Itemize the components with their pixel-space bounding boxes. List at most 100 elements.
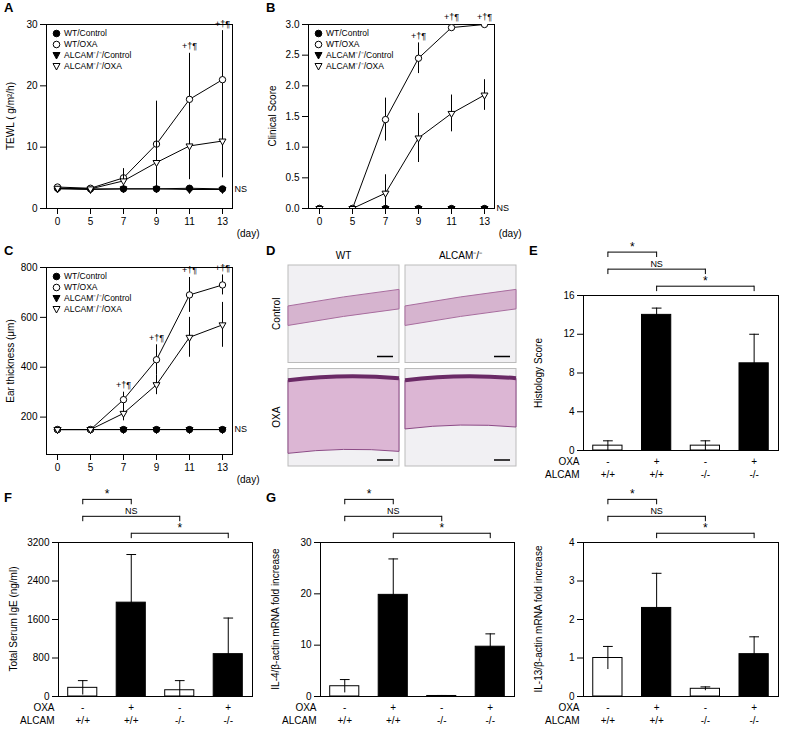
svg-text:0: 0 [306,691,312,702]
svg-text:9: 9 [416,216,422,227]
svg-text:-/-: -/- [701,469,710,480]
svg-text:(day): (day) [499,228,522,239]
svg-text:-: - [704,456,707,467]
svg-text:+†¶: +†¶ [215,19,230,29]
svg-text:OXA: OXA [33,702,54,713]
svg-text:0: 0 [55,462,61,473]
svg-text:7: 7 [121,216,127,227]
svg-text:+†¶: +†¶ [149,333,164,343]
svg-text:2: 2 [569,614,575,625]
svg-text:1600: 1600 [27,614,50,625]
svg-text:(day): (day) [237,228,260,239]
svg-text:13: 13 [479,216,491,227]
svg-text:+†¶: +†¶ [116,380,131,390]
svg-text:+†¶: +†¶ [477,12,492,22]
svg-text:2.0: 2.0 [286,80,300,91]
svg-text:+: + [751,702,757,713]
svg-text:0: 0 [569,691,575,702]
svg-text:ALCAM: ALCAM [282,715,316,726]
svg-text:20: 20 [300,588,312,599]
svg-text:10: 10 [26,141,38,152]
svg-text:-: - [81,702,84,713]
svg-text:5: 5 [88,462,94,473]
svg-text:5: 5 [350,216,356,227]
svg-text:+†¶: +†¶ [215,263,230,273]
svg-text:+: + [128,702,134,713]
svg-text:30: 30 [26,19,38,30]
svg-text:12: 12 [563,328,575,339]
svg-text:-: - [343,702,346,713]
svg-text:+: + [654,456,660,467]
svg-text:-: - [178,702,181,713]
svg-text:(day): (day) [237,474,260,485]
svg-text:+/+: +/+ [76,715,91,726]
svg-text:1.0: 1.0 [286,141,300,152]
svg-text:7: 7 [121,462,127,473]
svg-text:-/-: -/- [175,715,184,726]
svg-text:13: 13 [217,216,229,227]
svg-text:+: + [225,702,231,713]
svg-text:WT: WT [336,250,352,261]
svg-text:3.0: 3.0 [286,19,300,30]
svg-text:800: 800 [33,652,50,663]
svg-text:*: * [703,521,708,535]
svg-text:0: 0 [44,691,50,702]
svg-text:3: 3 [569,575,575,586]
svg-text:-/-: -/- [701,715,710,726]
svg-text:0.5: 0.5 [286,172,300,183]
svg-text:+/+: +/+ [124,715,139,726]
svg-text:0.0: 0.0 [286,203,300,214]
svg-text:ALCAM⁻/⁻: ALCAM⁻/⁻ [439,250,483,261]
svg-text:30: 30 [300,537,312,548]
svg-text:1: 1 [569,652,575,663]
svg-text:2.5: 2.5 [286,49,300,60]
svg-text:+/+: +/+ [649,715,664,726]
svg-text:9: 9 [154,216,160,227]
svg-text:13: 13 [217,462,229,473]
svg-text:-: - [606,702,609,713]
svg-text:-/-: -/- [224,715,233,726]
svg-text:1.5: 1.5 [286,111,300,122]
svg-text:OXA: OXA [295,702,316,713]
svg-text:8: 8 [569,367,575,378]
svg-text:OXA: OXA [271,406,282,427]
svg-text:NS: NS [387,506,400,516]
svg-text:*: * [367,487,372,501]
svg-text:800: 800 [21,262,38,273]
svg-text:200: 200 [21,411,38,422]
svg-text:NS: NS [650,259,663,269]
svg-text:10: 10 [300,639,312,650]
svg-text:-: - [440,702,443,713]
svg-text:20: 20 [26,80,38,91]
svg-text:+: + [751,456,757,467]
svg-text:+: + [654,702,660,713]
svg-text:-: - [704,702,707,713]
svg-text:600: 600 [21,312,38,323]
svg-text:-/-: -/- [749,469,758,480]
svg-text:+/+: +/+ [338,715,353,726]
svg-text:+: + [487,702,493,713]
svg-text:+/+: +/+ [649,469,664,480]
svg-text:ALCAM: ALCAM [545,469,579,480]
svg-text:+†¶: +†¶ [411,31,426,41]
svg-text:NS: NS [650,506,663,516]
svg-text:NS: NS [235,424,248,434]
svg-text:400: 400 [21,361,38,372]
svg-text:2400: 2400 [27,575,50,586]
svg-text:3200: 3200 [27,537,50,548]
svg-text:0: 0 [32,203,38,214]
svg-text:*: * [105,487,110,501]
svg-text:4: 4 [569,537,575,548]
svg-text:7: 7 [383,216,389,227]
svg-text:ALCAM: ALCAM [545,715,579,726]
svg-text:11: 11 [184,216,195,227]
svg-text:4: 4 [569,406,575,417]
svg-text:ALCAM: ALCAM [20,715,54,726]
svg-text:*: * [177,521,182,535]
svg-text:+†¶: +†¶ [444,12,459,22]
svg-text:NS: NS [497,203,510,213]
svg-text:Control: Control [271,298,282,330]
svg-text:*: * [703,274,708,288]
svg-text:-/-: -/- [437,715,446,726]
svg-text:+/+: +/+ [601,715,616,726]
